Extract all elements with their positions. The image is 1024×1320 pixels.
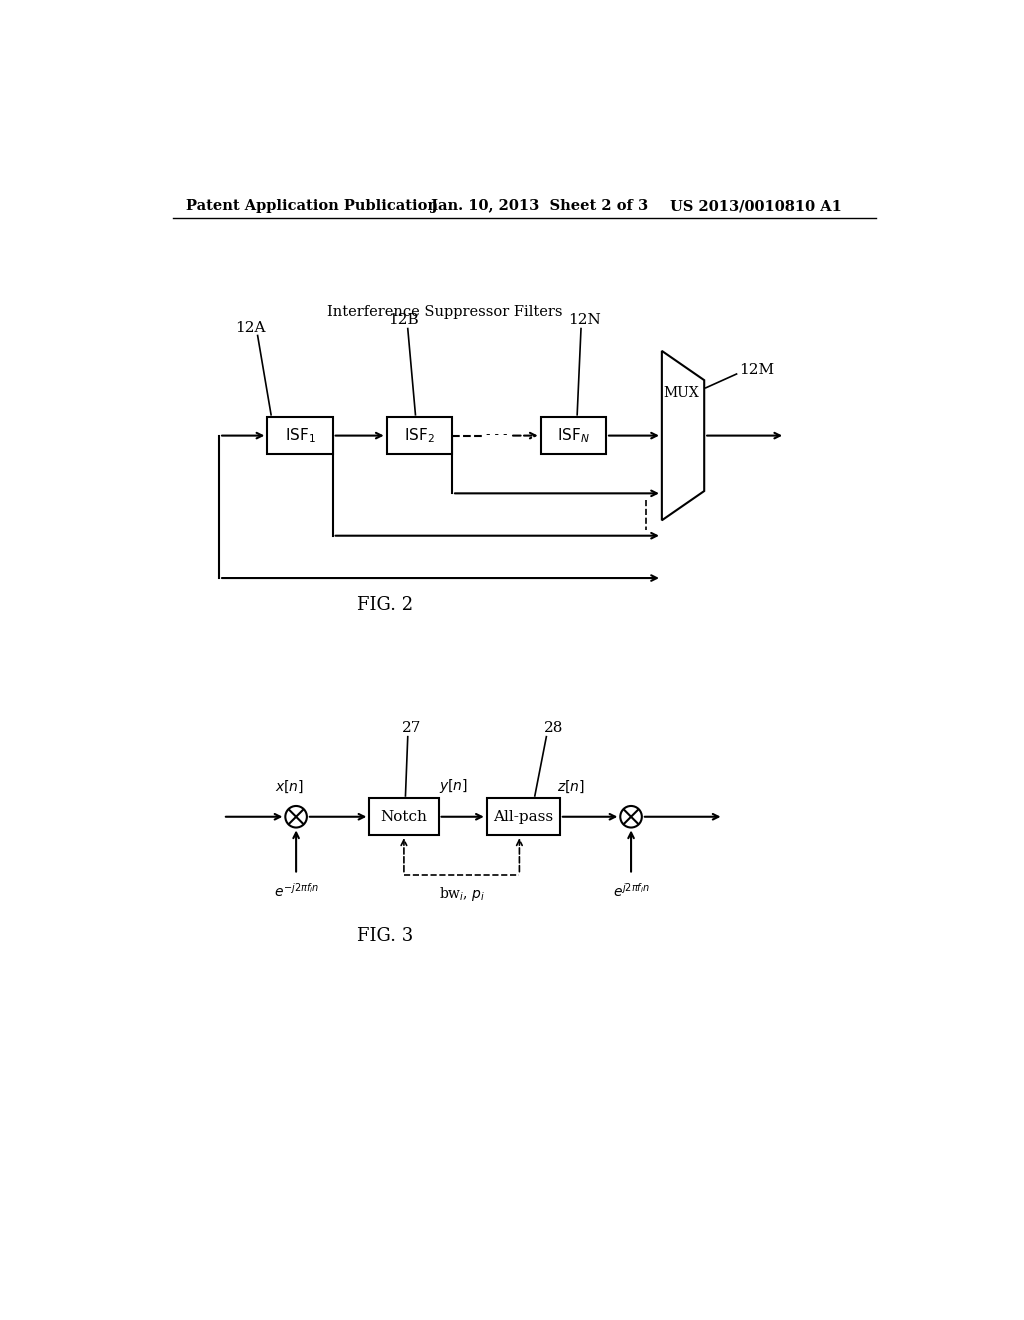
- Bar: [267, 417, 333, 454]
- Text: Notch: Notch: [381, 809, 427, 824]
- Text: All-pass: All-pass: [494, 809, 553, 824]
- Text: $e^{-j2\pi f_i n}$: $e^{-j2\pi f_i n}$: [273, 882, 318, 900]
- Text: $\mathsf{ISF}_2$: $\mathsf{ISF}_2$: [403, 426, 435, 445]
- Text: 28: 28: [545, 721, 564, 735]
- Text: $\mathsf{ISF}_1$: $\mathsf{ISF}_1$: [285, 426, 315, 445]
- Text: US 2013/0010810 A1: US 2013/0010810 A1: [670, 199, 842, 213]
- Circle shape: [286, 807, 307, 828]
- Text: bw$_i$, $p_i$: bw$_i$, $p_i$: [438, 884, 484, 903]
- Bar: [370, 799, 438, 836]
- Bar: [387, 417, 452, 454]
- Text: $\mathsf{ISF}_N$: $\mathsf{ISF}_N$: [557, 426, 590, 445]
- Text: $e^{j2\pi f_i n}$: $e^{j2\pi f_i n}$: [612, 882, 649, 900]
- Text: $y[n]$: $y[n]$: [439, 777, 469, 795]
- Text: Jan. 10, 2013  Sheet 2 of 3: Jan. 10, 2013 Sheet 2 of 3: [431, 199, 648, 213]
- Text: 12N: 12N: [568, 313, 601, 327]
- Text: $z[n]$: $z[n]$: [557, 779, 586, 795]
- Text: Interference Suppressor Filters: Interference Suppressor Filters: [327, 305, 562, 319]
- Text: $x[n]$: $x[n]$: [275, 779, 304, 795]
- Circle shape: [621, 807, 642, 828]
- Text: Patent Application Publication: Patent Application Publication: [186, 199, 438, 213]
- Text: FIG. 3: FIG. 3: [356, 927, 413, 945]
- Text: - - -: - - -: [485, 428, 507, 441]
- Bar: [541, 417, 606, 454]
- Bar: [486, 799, 560, 836]
- Polygon shape: [662, 351, 705, 520]
- Text: MUX: MUX: [664, 387, 698, 400]
- Text: 12B: 12B: [388, 313, 419, 327]
- Text: 27: 27: [402, 721, 421, 735]
- Text: 12M: 12M: [739, 363, 774, 378]
- Text: 12A: 12A: [234, 321, 265, 335]
- Text: FIG. 2: FIG. 2: [356, 597, 413, 614]
